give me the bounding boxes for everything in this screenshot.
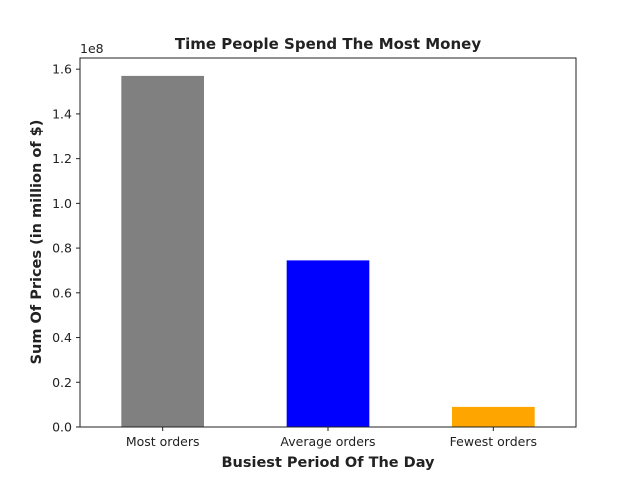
y-axis-offset-label: 1e8 <box>80 41 104 56</box>
y-tick-label: 0.6 <box>52 285 72 300</box>
y-tick-label: 0.0 <box>52 420 72 435</box>
plot-area-frame <box>79 57 577 428</box>
x-tick-label: Fewest orders <box>450 434 537 449</box>
y-tick-label: 0.2 <box>52 375 72 390</box>
y-tick-label: 1.2 <box>52 151 72 166</box>
bar-average-orders <box>286 260 370 427</box>
y-axis-label: Sum Of Prices (in million of $) <box>29 120 45 365</box>
x-tick-label: Average orders <box>280 434 375 449</box>
x-axis-ticks: Most orders Average orders Fewest orders <box>126 427 537 449</box>
bar-most-orders <box>121 75 204 428</box>
bar-fewest-orders <box>452 406 535 427</box>
y-axis-ticks: 0.0 0.2 0.4 0.6 0.8 1.0 1.2 1.4 1.6 <box>52 62 80 435</box>
y-tick-label: 0.4 <box>52 330 72 345</box>
y-tick-label: 1.4 <box>52 106 72 121</box>
bars-group <box>121 75 535 428</box>
y-tick-label: 0.8 <box>52 241 72 256</box>
x-axis-label: Busiest Period Of The Day <box>222 455 436 471</box>
y-tick-label: 1.0 <box>52 196 72 211</box>
chart-title: Time People Spend The Most Money <box>175 35 481 53</box>
y-tick-label: 1.6 <box>52 62 72 77</box>
x-tick-label: Most orders <box>126 434 200 449</box>
